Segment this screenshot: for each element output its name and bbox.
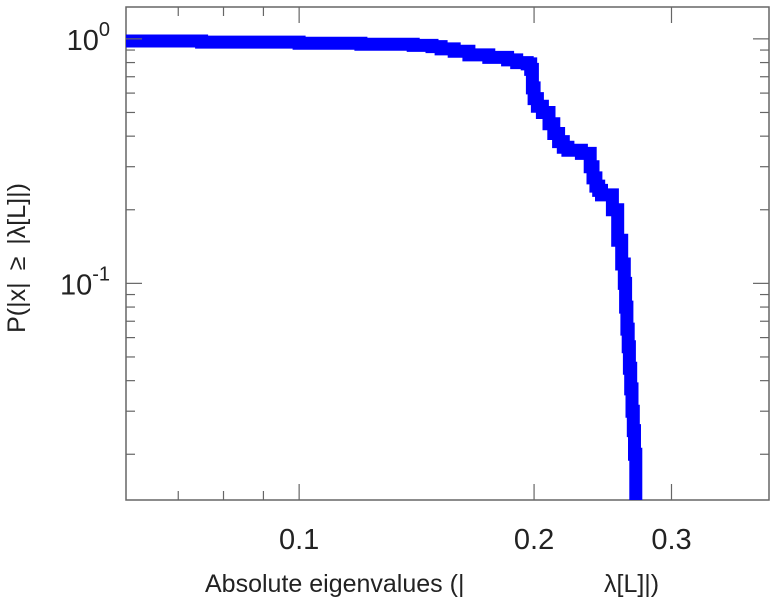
x-tick-label: 0.1 [279,524,319,556]
labels-layer: 0.1 0.2 0.3 100 10-1 Absolute eigenvalues (| λ… [3,19,692,598]
y-axis-label: P(|x| ≥ |λ[L]|) [3,183,31,333]
x-axis-label-part-2: λ[L]|) [604,570,659,598]
y-tick-label: 100 [67,19,110,57]
series-layer [126,34,643,500]
x-axis-label-part-1: Absolute eigenvalues (| [205,570,464,598]
ticks-layer [126,7,769,500]
y-axis-label-part-2: ≥ [3,257,31,271]
x-tick-label: 0.3 [651,524,691,556]
x-tick-label: 0.2 [514,524,554,556]
plot-frame [125,6,770,501]
plot-background [125,6,770,501]
series-line-0 [126,34,643,500]
y-axis-label-part-1: P(|x| [3,282,31,333]
y-axis-label-part-3: |λ[L]|) [3,183,31,245]
y-tick-label: 10-1 [60,263,110,301]
